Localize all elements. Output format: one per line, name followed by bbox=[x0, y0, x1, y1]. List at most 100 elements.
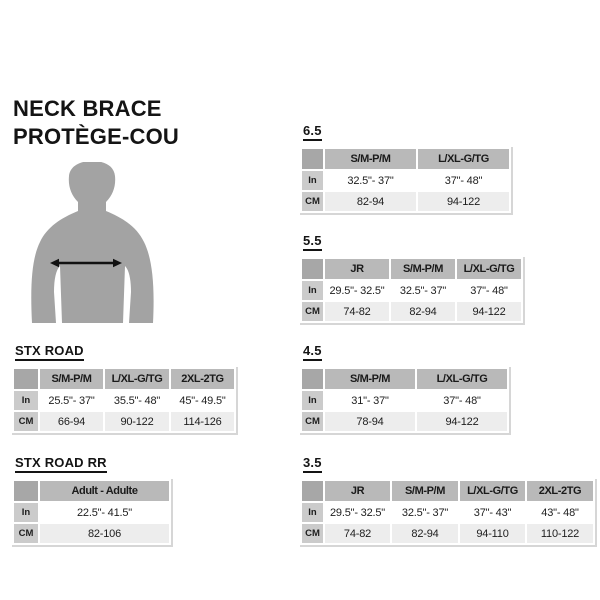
header-row: S/M-P/M L/XL-G/TG 2XL-2TG bbox=[12, 367, 236, 391]
in-value-cell: 37"- 43" bbox=[458, 501, 527, 524]
row-label-in: In bbox=[12, 501, 40, 524]
in-value-cell: 31"- 37" bbox=[323, 389, 417, 412]
col-header-cell: Adult - Adulte bbox=[38, 479, 171, 503]
inches-row: In 31"- 37" 37"- 48" bbox=[300, 389, 509, 412]
size-table-5-5: JR S/M-P/M L/XL-G/TG In 29.5"- 32.5" 32.… bbox=[300, 257, 525, 325]
row-label-in: In bbox=[300, 501, 325, 524]
table-title: 4.5 bbox=[303, 344, 322, 361]
in-value-cell: 22.5"- 41.5" bbox=[38, 501, 171, 524]
table-block-stx-road: STX ROAD S/M-P/M L/XL-G/TG 2XL-2TG In 25… bbox=[12, 342, 238, 440]
row-label-cm: CM bbox=[300, 300, 325, 323]
table-block-3-5: 3.5 JR S/M-P/M L/XL-G/TG 2XL-2TG In 29.5… bbox=[300, 454, 597, 552]
header-row: S/M-P/M L/XL-G/TG bbox=[300, 147, 511, 171]
cm-value-cell: 78-94 bbox=[323, 410, 417, 433]
table-title: 6.5 bbox=[303, 124, 322, 141]
cm-value-cell: 74-82 bbox=[323, 522, 392, 545]
inches-row: In 32.5"- 37" 37"- 48" bbox=[300, 169, 511, 192]
cm-row: CM 74-82 82-94 94-122 bbox=[300, 300, 523, 323]
col-header-cell: S/M-P/M bbox=[323, 367, 417, 391]
cm-value-cell: 94-122 bbox=[455, 300, 523, 323]
corner-cell bbox=[300, 367, 325, 391]
table-block-6-5: 6.5 S/M-P/M L/XL-G/TG In 32.5"- 37" 37"-… bbox=[300, 122, 513, 220]
col-header-cell: JR bbox=[323, 257, 391, 281]
corner-cell bbox=[12, 479, 40, 503]
col-header-cell: L/XL-G/TG bbox=[458, 479, 527, 503]
in-value-cell: 32.5"- 37" bbox=[323, 169, 418, 192]
table-block-5-5: 5.5 JR S/M-P/M L/XL-G/TG In 29.5"- 32.5"… bbox=[300, 232, 525, 330]
row-label-cm: CM bbox=[300, 190, 325, 213]
male-torso-silhouette bbox=[31, 162, 154, 323]
in-value-cell: 29.5"- 32.5" bbox=[323, 279, 391, 302]
page-title-fr: PROTÈGE-COU bbox=[13, 124, 179, 149]
col-header-cell: L/XL-G/TG bbox=[416, 147, 511, 171]
cm-value-cell: 66-94 bbox=[38, 410, 105, 433]
in-value-cell: 37"- 48" bbox=[416, 169, 511, 192]
cm-row: CM 74-82 82-94 94-110 110-122 bbox=[300, 522, 595, 545]
cm-value-cell: 82-94 bbox=[389, 300, 457, 323]
cm-value-cell: 74-82 bbox=[323, 300, 391, 323]
row-label-in: In bbox=[300, 389, 325, 412]
col-header-cell: S/M-P/M bbox=[323, 147, 418, 171]
col-header-cell: S/M-P/M bbox=[38, 367, 105, 391]
inches-row: In 29.5"- 32.5" 32.5"- 37" 37"- 43" 43"-… bbox=[300, 501, 595, 524]
cm-value-cell: 114-126 bbox=[169, 410, 236, 433]
in-value-cell: 32.5"- 37" bbox=[390, 501, 460, 524]
inches-row: In 29.5"- 32.5" 32.5"- 37" 37"- 48" bbox=[300, 279, 523, 302]
row-label-in: In bbox=[300, 279, 325, 302]
size-table-3-5: JR S/M-P/M L/XL-G/TG 2XL-2TG In 29.5"- 3… bbox=[300, 479, 597, 547]
cm-value-cell: 110-122 bbox=[525, 522, 595, 545]
size-table-6-5: S/M-P/M L/XL-G/TG In 32.5"- 37" 37"- 48"… bbox=[300, 147, 513, 215]
table-title: 5.5 bbox=[303, 234, 322, 251]
corner-cell bbox=[300, 147, 325, 171]
table-title: STX ROAD bbox=[15, 344, 84, 361]
col-header-cell: L/XL-G/TG bbox=[415, 367, 509, 391]
col-header-cell: 2XL-2TG bbox=[525, 479, 595, 503]
header-row: S/M-P/M L/XL-G/TG bbox=[300, 367, 509, 391]
row-label-in: In bbox=[300, 169, 325, 192]
cm-row: CM 82-94 94-122 bbox=[300, 190, 511, 213]
in-value-cell: 25.5"- 37" bbox=[38, 389, 105, 412]
col-header-cell: JR bbox=[323, 479, 392, 503]
corner-cell bbox=[12, 367, 40, 391]
inches-row: In 25.5"- 37" 35.5"- 48" 45"- 49.5" bbox=[12, 389, 236, 412]
page-title-en: NECK BRACE bbox=[13, 96, 162, 121]
header-row: JR S/M-P/M L/XL-G/TG 2XL-2TG bbox=[300, 479, 595, 503]
table-block-4-5: 4.5 S/M-P/M L/XL-G/TG In 31"- 37" 37"- 4… bbox=[300, 342, 511, 440]
row-label-cm: CM bbox=[300, 522, 325, 545]
size-table-4-5: S/M-P/M L/XL-G/TG In 31"- 37" 37"- 48" C… bbox=[300, 367, 511, 435]
header-row: JR S/M-P/M L/XL-G/TG bbox=[300, 257, 523, 281]
col-header-cell: S/M-P/M bbox=[390, 479, 460, 503]
cm-row: CM 78-94 94-122 bbox=[300, 410, 509, 433]
page-title: NECK BRACE PROTÈGE-COU bbox=[13, 95, 179, 151]
in-value-cell: 35.5"- 48" bbox=[103, 389, 171, 412]
cm-value-cell: 82-94 bbox=[323, 190, 418, 213]
size-table-stx-road: S/M-P/M L/XL-G/TG 2XL-2TG In 25.5"- 37" … bbox=[12, 367, 238, 435]
row-label-in: In bbox=[12, 389, 40, 412]
cm-value-cell: 94-110 bbox=[458, 522, 527, 545]
corner-cell bbox=[300, 479, 325, 503]
col-header-cell: S/M-P/M bbox=[389, 257, 457, 281]
col-header-cell: 2XL-2TG bbox=[169, 367, 236, 391]
col-header-cell: L/XL-G/TG bbox=[455, 257, 523, 281]
cm-row: CM 66-94 90-122 114-126 bbox=[12, 410, 236, 433]
table-title: 3.5 bbox=[303, 456, 322, 473]
in-value-cell: 32.5"- 37" bbox=[389, 279, 457, 302]
in-value-cell: 37"- 48" bbox=[455, 279, 523, 302]
chest-width-arrow bbox=[50, 258, 122, 268]
row-label-cm: CM bbox=[12, 522, 40, 545]
row-label-cm: CM bbox=[300, 410, 325, 433]
cm-value-cell: 82-94 bbox=[390, 522, 460, 545]
inches-row: In 22.5"- 41.5" bbox=[12, 501, 171, 524]
in-value-cell: 29.5"- 32.5" bbox=[323, 501, 392, 524]
in-value-cell: 43"- 48" bbox=[525, 501, 595, 524]
corner-cell bbox=[300, 257, 325, 281]
cm-value-cell: 90-122 bbox=[103, 410, 171, 433]
table-block-stx-road-rr: STX ROAD RR Adult - Adulte In 22.5"- 41.… bbox=[12, 454, 173, 552]
in-value-cell: 37"- 48" bbox=[415, 389, 509, 412]
cm-value-cell: 82-106 bbox=[38, 522, 171, 545]
in-value-cell: 45"- 49.5" bbox=[169, 389, 236, 412]
size-table-stx-road-rr: Adult - Adulte In 22.5"- 41.5" CM 82-106 bbox=[12, 479, 173, 547]
col-header-cell: L/XL-G/TG bbox=[103, 367, 171, 391]
table-title: STX ROAD RR bbox=[15, 456, 107, 473]
